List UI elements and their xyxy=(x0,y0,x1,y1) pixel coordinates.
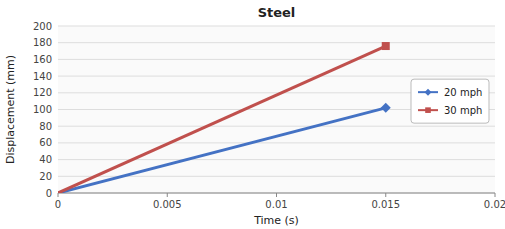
end-marker xyxy=(382,42,390,50)
legend-marker xyxy=(425,89,432,96)
y-tick-label: 200 xyxy=(33,21,52,32)
legend: 20 mph 30 mph xyxy=(411,79,489,123)
grid-line xyxy=(58,159,495,160)
x-tick-label: 0.005 xyxy=(153,199,182,210)
title: Steel xyxy=(258,5,296,20)
x-tick xyxy=(167,193,168,197)
legend-box xyxy=(411,79,489,123)
y-tick-label: 160 xyxy=(33,54,52,65)
y-tick-label: 0 xyxy=(46,188,52,199)
x-tick xyxy=(385,193,386,197)
legend-label: 30 mph xyxy=(444,105,482,116)
x-tick xyxy=(276,193,277,197)
grid-line xyxy=(58,26,495,27)
x-tick-label: 0.015 xyxy=(371,199,400,210)
y-tick-label: 60 xyxy=(39,137,52,148)
grid-line xyxy=(58,126,495,127)
plot-area xyxy=(58,26,495,193)
y-tick-label: 100 xyxy=(33,104,52,115)
y-tick-label: 40 xyxy=(39,154,52,165)
x-tick-label: 0.02 xyxy=(484,199,505,210)
series-group xyxy=(58,42,391,193)
legend-marker xyxy=(425,107,431,113)
grid-line xyxy=(58,76,495,77)
y-tick-label: 20 xyxy=(39,171,52,182)
chart: 0 20 40 60 80 100 120 140 160 180 200 0 0.005 0.01 0.0… xyxy=(0,0,505,229)
y-axis-label: Displacement (mm) xyxy=(4,55,17,164)
x-axis-label: Time (s) xyxy=(253,214,299,227)
grid-line xyxy=(58,42,495,43)
y-tick-label: 140 xyxy=(33,71,52,82)
legend-label: 20 mph xyxy=(444,87,482,98)
series-line xyxy=(58,46,386,193)
x-tick-label: 0.01 xyxy=(265,199,287,210)
x-tick xyxy=(58,193,59,197)
grid-line xyxy=(58,59,495,60)
x-tick-label: 0 xyxy=(55,199,61,210)
x-tick xyxy=(495,193,496,197)
grid-line xyxy=(58,142,495,143)
y-tick-label: 120 xyxy=(33,87,52,98)
y-tick-label: 80 xyxy=(39,121,52,132)
y-tick-label: 180 xyxy=(33,37,52,48)
end-marker xyxy=(381,103,391,113)
